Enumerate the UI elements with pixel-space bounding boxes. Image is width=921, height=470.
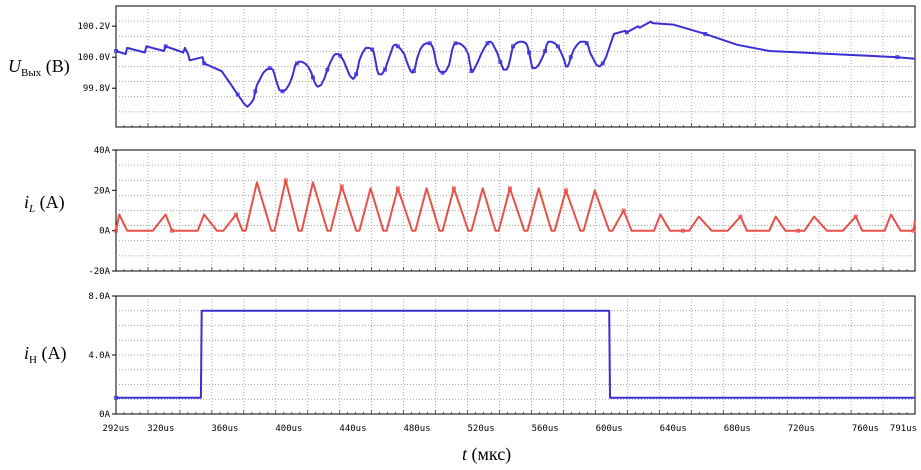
x-tick-label: 320us bbox=[147, 424, 174, 434]
y-tick-label: 20A bbox=[94, 186, 111, 196]
data-point bbox=[600, 61, 605, 66]
data-point bbox=[485, 41, 490, 46]
y-tick-label: 100.2V bbox=[77, 22, 110, 32]
data-point bbox=[202, 61, 206, 66]
data-point bbox=[556, 44, 560, 49]
data-point bbox=[370, 47, 375, 52]
data-point bbox=[680, 228, 685, 233]
data-point bbox=[440, 70, 445, 75]
x-tick-label: 760us bbox=[852, 424, 879, 434]
data-point bbox=[498, 59, 503, 64]
x-tick-label: 560us bbox=[532, 424, 559, 434]
data-point bbox=[796, 228, 801, 233]
y-tick-label: 0A bbox=[99, 227, 110, 237]
data-point bbox=[311, 75, 315, 80]
data-point bbox=[895, 55, 900, 60]
x-tick-label: 720us bbox=[788, 424, 815, 434]
data-point bbox=[395, 186, 400, 191]
data-point bbox=[469, 69, 474, 74]
data-point bbox=[235, 92, 240, 97]
data-point bbox=[621, 208, 626, 213]
y-tick-label: 8.0A bbox=[88, 292, 110, 302]
data-point bbox=[624, 30, 629, 35]
data-point bbox=[738, 214, 743, 219]
series-line bbox=[115, 179, 916, 232]
series-line bbox=[115, 20, 916, 108]
data-point bbox=[295, 61, 299, 66]
data-point bbox=[853, 214, 858, 219]
x-tick-label: 400us bbox=[275, 424, 302, 434]
data-point bbox=[280, 89, 285, 94]
data-point bbox=[507, 186, 512, 191]
data-point bbox=[911, 228, 916, 233]
data-point bbox=[703, 32, 708, 36]
x-tick-labels: 292us 320us 360us 400us 440us 480us 520us 560us… bbox=[102, 424, 917, 434]
data-point bbox=[543, 49, 548, 53]
x-tick-label: 292us bbox=[102, 424, 129, 434]
y-tick-label: 40A bbox=[94, 146, 111, 156]
data-point bbox=[451, 186, 456, 191]
data-point bbox=[427, 41, 432, 46]
data-point bbox=[114, 228, 118, 233]
x-tick-label: 520us bbox=[468, 424, 495, 434]
output-voltage-panel: 100.2V 100.0V 99.8V bbox=[77, 5, 916, 128]
x-tick-label: 480us bbox=[403, 424, 430, 434]
data-point bbox=[325, 67, 330, 72]
x-tick-label: 440us bbox=[339, 424, 366, 434]
data-point bbox=[383, 67, 387, 72]
output-voltage-axis-label: UВых (В) bbox=[8, 56, 70, 79]
data-point bbox=[253, 89, 258, 94]
y-tick-label: 0A bbox=[99, 410, 110, 420]
inductor-current-panel: 40A 20A 0A -20A bbox=[88, 146, 916, 277]
x-tick-label: 360us bbox=[211, 424, 238, 434]
y-tick-label: 100.0V bbox=[77, 53, 110, 63]
x-tick-label: 680us bbox=[724, 424, 751, 434]
data-point bbox=[339, 184, 344, 189]
inductor-current-axis-label: iL (A) bbox=[24, 192, 65, 215]
data-point bbox=[511, 44, 515, 49]
data-point bbox=[411, 69, 416, 74]
data-point bbox=[527, 50, 532, 55]
data-point bbox=[354, 72, 359, 77]
data-point bbox=[564, 188, 568, 193]
data-point bbox=[395, 44, 400, 49]
y-tick-label: 99.8V bbox=[83, 84, 111, 94]
load-current-panel: 8.0A 4.0A 0A bbox=[88, 292, 916, 420]
y-tick-label: 4.0A bbox=[88, 351, 110, 361]
y-tick-label: -20A bbox=[88, 267, 110, 277]
data-point bbox=[170, 228, 174, 233]
data-point bbox=[163, 44, 168, 49]
x-axis-label: t (мкс) bbox=[462, 444, 511, 465]
x-tick-label: 791us bbox=[890, 424, 917, 434]
load-current-axis-label: iН (A) bbox=[24, 343, 66, 366]
data-point bbox=[234, 212, 238, 217]
data-point bbox=[453, 41, 458, 46]
x-tick-label: 640us bbox=[660, 424, 687, 434]
data-point bbox=[114, 395, 118, 400]
data-point bbox=[283, 178, 288, 183]
x-tick-label: 600us bbox=[596, 424, 623, 434]
data-point bbox=[267, 66, 272, 70]
series-line bbox=[116, 309, 915, 399]
data-point bbox=[568, 55, 573, 60]
data-point bbox=[114, 49, 118, 53]
data-point bbox=[338, 53, 343, 58]
data-point bbox=[584, 41, 589, 46]
